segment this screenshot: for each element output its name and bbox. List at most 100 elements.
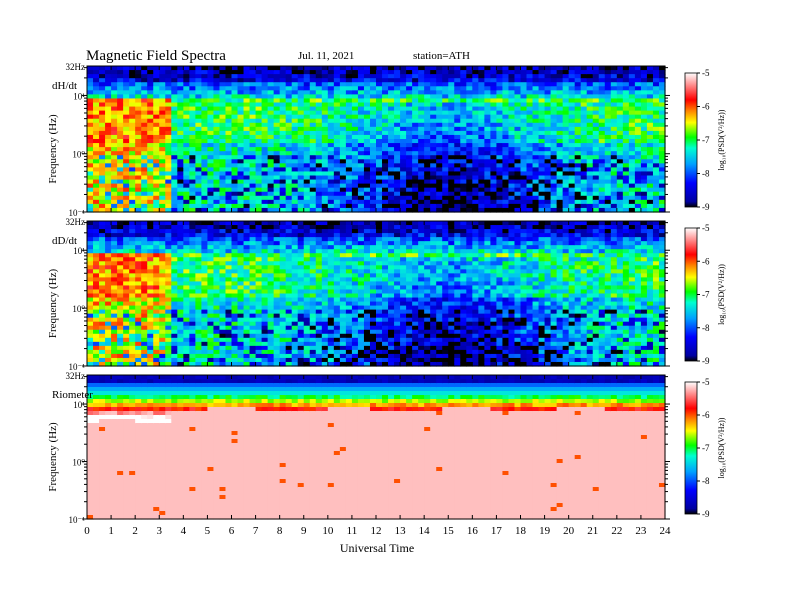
heatmap-cell bbox=[279, 191, 287, 197]
heatmap-cell bbox=[369, 106, 377, 112]
heatmap-cell bbox=[255, 90, 263, 95]
heatmap-cell bbox=[357, 191, 365, 197]
heatmap-cell bbox=[580, 118, 588, 124]
heatmap-cell bbox=[568, 191, 576, 197]
heatmap-cell bbox=[628, 187, 636, 193]
heatmap-cell bbox=[291, 207, 299, 213]
heatmap-cell bbox=[117, 317, 124, 323]
heatmap-cell bbox=[291, 233, 299, 238]
heatmap-cell bbox=[177, 195, 184, 201]
heatmap-cell bbox=[321, 245, 329, 250]
heatmap-cell bbox=[261, 249, 269, 254]
heatmap-cell bbox=[285, 110, 293, 116]
heatmap-cell bbox=[207, 78, 215, 83]
heatmap-cell bbox=[219, 277, 227, 283]
heatmap-cell bbox=[406, 70, 413, 75]
heatmap-cell bbox=[622, 74, 630, 79]
heatmap-cell bbox=[147, 163, 154, 168]
heatmap-cell bbox=[327, 130, 335, 136]
heatmap-cell bbox=[484, 94, 491, 100]
heatmap-cell bbox=[99, 329, 106, 335]
heatmap-cell bbox=[550, 199, 558, 205]
heatmap-cell bbox=[478, 134, 485, 140]
heatmap-cell bbox=[231, 273, 239, 278]
heatmap-cell bbox=[586, 207, 594, 213]
heatmap-cell bbox=[514, 74, 522, 79]
heatmap-cell bbox=[321, 114, 329, 120]
heatmap-cell bbox=[237, 337, 245, 343]
heatmap-cell bbox=[291, 329, 299, 335]
heatmap-cell bbox=[351, 82, 359, 87]
heatmap-cell bbox=[249, 221, 257, 226]
heatmap-cell bbox=[297, 361, 305, 367]
heatmap-cell bbox=[291, 353, 299, 359]
heatmap-cell bbox=[646, 147, 654, 152]
heatmap-cell bbox=[430, 207, 437, 213]
heatmap-cell bbox=[237, 269, 245, 274]
heatmap-cell bbox=[291, 139, 299, 144]
heatmap-cell bbox=[129, 257, 136, 262]
heatmap-cell bbox=[177, 261, 184, 266]
heatmap-cell bbox=[171, 313, 178, 319]
heatmap-cell bbox=[628, 90, 636, 95]
heatmap-cell bbox=[496, 163, 504, 168]
heatmap-cell bbox=[279, 249, 287, 254]
heatmap-cell bbox=[448, 94, 455, 100]
heatmap-cell bbox=[93, 126, 100, 132]
heatmap-cell bbox=[135, 130, 142, 136]
heatmap-cell bbox=[502, 134, 510, 140]
heatmap-cell bbox=[273, 94, 281, 100]
heatmap-cell bbox=[111, 265, 118, 270]
heatmap-cell bbox=[231, 265, 239, 270]
heatmap-cell bbox=[369, 118, 377, 124]
heatmap-cell bbox=[93, 257, 100, 262]
heatmap-cell bbox=[261, 301, 269, 307]
heatmap-cell bbox=[640, 159, 648, 164]
heatmap-cell bbox=[249, 229, 257, 234]
heatmap-cell bbox=[291, 74, 299, 79]
heatmap-cell bbox=[363, 191, 371, 197]
heatmap-cell bbox=[201, 253, 209, 258]
heatmap-cell bbox=[159, 301, 166, 307]
heatmap-cell bbox=[285, 285, 293, 291]
heatmap-cell bbox=[430, 66, 437, 71]
heatmap-cell bbox=[279, 221, 287, 226]
heatmap-cell bbox=[207, 253, 215, 258]
heatmap-cell bbox=[201, 337, 209, 343]
heatmap-cell bbox=[279, 321, 287, 327]
heatmap-cell bbox=[466, 86, 473, 91]
heatmap-cell bbox=[111, 261, 118, 266]
heatmap-cell bbox=[514, 179, 522, 185]
heatmap-cell bbox=[147, 353, 154, 359]
heatmap-cell bbox=[225, 94, 233, 100]
heatmap-cell bbox=[315, 309, 323, 315]
heatmap-cell bbox=[207, 179, 215, 185]
heatmap-cell bbox=[634, 167, 642, 173]
heatmap-cell bbox=[105, 167, 112, 173]
heatmap-cell bbox=[237, 175, 245, 181]
heatmap-cell bbox=[117, 199, 124, 205]
heatmap-cell bbox=[556, 78, 564, 83]
heatmap-cell bbox=[177, 321, 184, 327]
heatmap-cell bbox=[201, 74, 209, 79]
heatmap-cell bbox=[622, 110, 630, 116]
heatmap-cell bbox=[279, 78, 287, 83]
heatmap-cell bbox=[129, 155, 136, 160]
heatmap-cell bbox=[369, 155, 377, 160]
heatmap-cell bbox=[207, 309, 215, 315]
heatmap-cell bbox=[207, 151, 215, 156]
heatmap-cell bbox=[508, 183, 516, 189]
heatmap-cell bbox=[267, 102, 275, 108]
heatmap-cell bbox=[333, 155, 341, 160]
heatmap-cell bbox=[255, 102, 263, 108]
heatmap-cell bbox=[291, 301, 299, 307]
heatmap-cell bbox=[574, 207, 582, 213]
heatmap-cell bbox=[303, 163, 311, 168]
heatmap-cell bbox=[159, 130, 166, 136]
heatmap-cell bbox=[568, 90, 576, 95]
heatmap-cell bbox=[646, 134, 654, 140]
heatmap-cell bbox=[460, 82, 467, 87]
heatmap-cell bbox=[129, 78, 136, 83]
heatmap-cell bbox=[466, 98, 473, 104]
heatmap-cell bbox=[189, 90, 196, 95]
